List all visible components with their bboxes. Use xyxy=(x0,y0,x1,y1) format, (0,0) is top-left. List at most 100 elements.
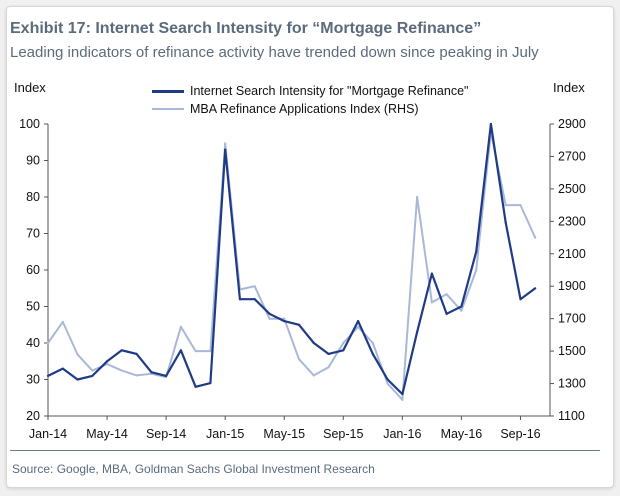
data-point-mba xyxy=(209,350,212,353)
right-tick-label: 2900 xyxy=(558,117,586,131)
data-point-mba xyxy=(386,382,389,385)
x-tick-label: Sep-15 xyxy=(323,427,363,441)
right-tick-label: 2700 xyxy=(558,149,586,163)
left-tick-label: 60 xyxy=(26,263,40,277)
left-tick-label: 100 xyxy=(19,117,40,131)
data-point-mba xyxy=(401,398,404,401)
data-point-mba xyxy=(445,293,448,296)
data-point-search xyxy=(106,360,109,363)
data-point-mba xyxy=(519,204,522,207)
data-point-search xyxy=(519,298,522,301)
data-point-search xyxy=(504,221,507,224)
data-point-mba xyxy=(312,374,315,377)
series-line-search xyxy=(47,122,536,396)
data-point-mba xyxy=(460,309,463,312)
data-point-search xyxy=(312,341,315,345)
data-point-mba xyxy=(268,317,271,320)
data-point-search xyxy=(401,393,404,396)
chart-legend: Internet Search Intensity for "Mortgage … xyxy=(152,82,468,118)
data-point-search xyxy=(46,374,50,377)
data-point-mba xyxy=(61,320,64,323)
left-tick-label: 50 xyxy=(26,300,40,314)
data-point-search xyxy=(194,385,197,388)
data-point-search xyxy=(179,349,182,352)
right-tick-label: 1100 xyxy=(558,409,585,423)
data-point-mba xyxy=(179,325,182,328)
data-point-search xyxy=(416,331,419,334)
right-tick-label: 1300 xyxy=(558,377,586,391)
data-point-search xyxy=(327,352,330,355)
data-point-mba xyxy=(194,350,197,353)
data-point-search xyxy=(297,323,301,326)
legend-swatch-mba xyxy=(152,108,184,110)
data-point-search xyxy=(386,378,389,381)
data-point-mba xyxy=(504,204,507,207)
exhibit-card xyxy=(6,6,614,488)
data-point-search xyxy=(165,374,168,377)
data-point-search xyxy=(238,298,241,301)
data-point-search xyxy=(120,349,123,352)
data-point-search xyxy=(460,305,463,308)
right-tick-label: 2300 xyxy=(558,214,586,228)
data-point-mba xyxy=(106,363,109,366)
x-tick-label: May-14 xyxy=(86,427,128,441)
right-axis-title: Index xyxy=(553,80,585,95)
data-point-search xyxy=(76,378,79,381)
legend-label-search: Internet Search Intensity for "Mortgage … xyxy=(190,84,469,98)
data-point-search xyxy=(61,367,64,370)
x-tick-label: Jan-16 xyxy=(383,427,421,441)
x-tick-label: May-15 xyxy=(263,427,305,441)
footer-divider xyxy=(10,450,600,451)
data-point-search xyxy=(283,320,286,323)
source-note: Source: Google, MBA, Goldman Sachs Globa… xyxy=(12,462,375,476)
data-point-search xyxy=(268,312,271,315)
right-tick-label: 2500 xyxy=(558,182,586,196)
left-tick-label: 70 xyxy=(26,227,40,241)
right-tick-label: 2100 xyxy=(558,247,586,261)
data-point-search xyxy=(91,374,94,377)
data-point-search xyxy=(209,382,212,385)
left-tick-label: 90 xyxy=(26,154,40,168)
left-tick-label: 20 xyxy=(26,409,40,423)
data-point-search xyxy=(342,349,345,352)
data-point-mba xyxy=(327,366,330,369)
data-point-mba xyxy=(297,358,301,361)
data-point-mba xyxy=(283,317,286,320)
x-tick-label: Sep-16 xyxy=(500,427,540,441)
data-point-search xyxy=(224,148,227,151)
data-point-search xyxy=(445,312,448,315)
x-tick-label: Sep-14 xyxy=(146,427,186,441)
data-point-search xyxy=(135,352,138,355)
data-point-mba xyxy=(357,325,360,328)
x-tick-label: May-16 xyxy=(441,427,483,441)
left-tick-label: 40 xyxy=(26,336,40,350)
legend-label-mba: MBA Refinance Applications Index (RHS) xyxy=(190,102,419,116)
data-point-mba xyxy=(534,236,537,239)
data-point-mba xyxy=(91,369,94,372)
x-tick-label: Jan-15 xyxy=(206,427,244,441)
series-line-mba xyxy=(47,131,537,401)
data-point-mba xyxy=(46,341,50,345)
chart-subtitle: Leading indicators of refinance activity… xyxy=(10,44,539,61)
data-point-mba xyxy=(224,142,227,145)
data-point-mba xyxy=(416,195,419,199)
legend-item-mba: MBA Refinance Applications Index (RHS) xyxy=(152,100,468,118)
chart-title: Exhibit 17: Internet Search Intensity fo… xyxy=(10,20,482,37)
left-tick-label: 80 xyxy=(26,190,40,204)
data-point-search xyxy=(371,352,374,355)
data-point-search xyxy=(150,371,153,374)
data-point-mba xyxy=(371,341,374,345)
data-point-mba xyxy=(135,374,138,377)
data-point-mba xyxy=(120,369,123,372)
legend-swatch-search xyxy=(152,89,184,93)
data-point-search xyxy=(489,122,492,126)
right-tick-label: 1900 xyxy=(558,279,586,293)
data-point-mba xyxy=(475,268,478,272)
data-point-mba xyxy=(430,301,433,304)
data-point-mba xyxy=(253,285,256,288)
data-point-mba xyxy=(76,353,79,356)
left-axis-title: Index xyxy=(14,80,46,95)
left-tick-label: 30 xyxy=(26,373,40,387)
data-point-search xyxy=(253,298,256,301)
